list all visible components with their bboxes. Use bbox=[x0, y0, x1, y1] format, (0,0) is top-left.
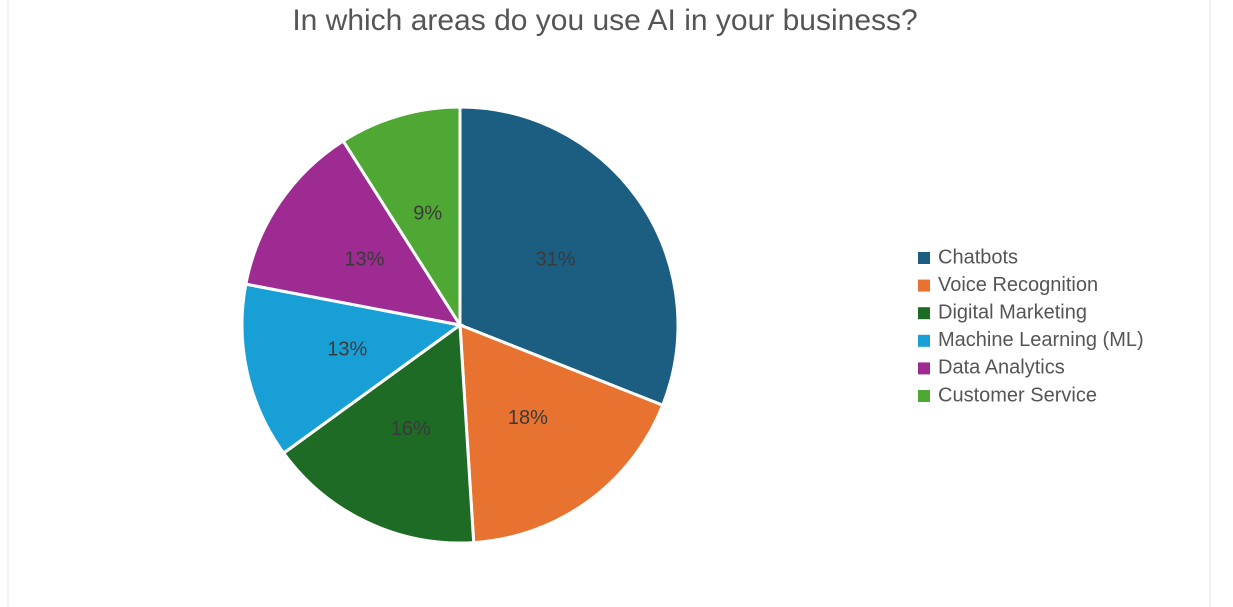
slice-label: 18% bbox=[508, 407, 548, 429]
slice-label: 31% bbox=[536, 248, 576, 270]
legend-swatch bbox=[918, 252, 930, 264]
slice-label: 13% bbox=[344, 248, 384, 270]
pie-slice bbox=[244, 138, 464, 328]
pie-slice bbox=[341, 105, 462, 331]
chart-title: In which areas do you use AI in your bus… bbox=[292, 4, 917, 37]
legend-label: Machine Learning (ML) bbox=[938, 329, 1144, 351]
legend-label: Chatbots bbox=[938, 246, 1018, 268]
pie-slice bbox=[240, 282, 464, 456]
legend-swatch bbox=[918, 307, 930, 320]
legend-swatch bbox=[918, 390, 930, 402]
slice-label: 9% bbox=[413, 202, 442, 224]
legend-label: Customer Service bbox=[938, 384, 1097, 406]
legend-swatch bbox=[918, 334, 930, 347]
pie-slice bbox=[458, 322, 665, 545]
legend-label: Digital Marketing bbox=[938, 301, 1087, 323]
pie-slice bbox=[281, 322, 476, 545]
pie-slice bbox=[458, 105, 680, 408]
legend-swatch bbox=[918, 362, 930, 375]
slice-label: 16% bbox=[391, 418, 431, 440]
legend-swatch bbox=[918, 279, 930, 292]
legend-label: Data Analytics bbox=[938, 357, 1065, 379]
legend-label: Voice Recognition bbox=[938, 274, 1098, 296]
slice-label: 13% bbox=[327, 338, 367, 360]
